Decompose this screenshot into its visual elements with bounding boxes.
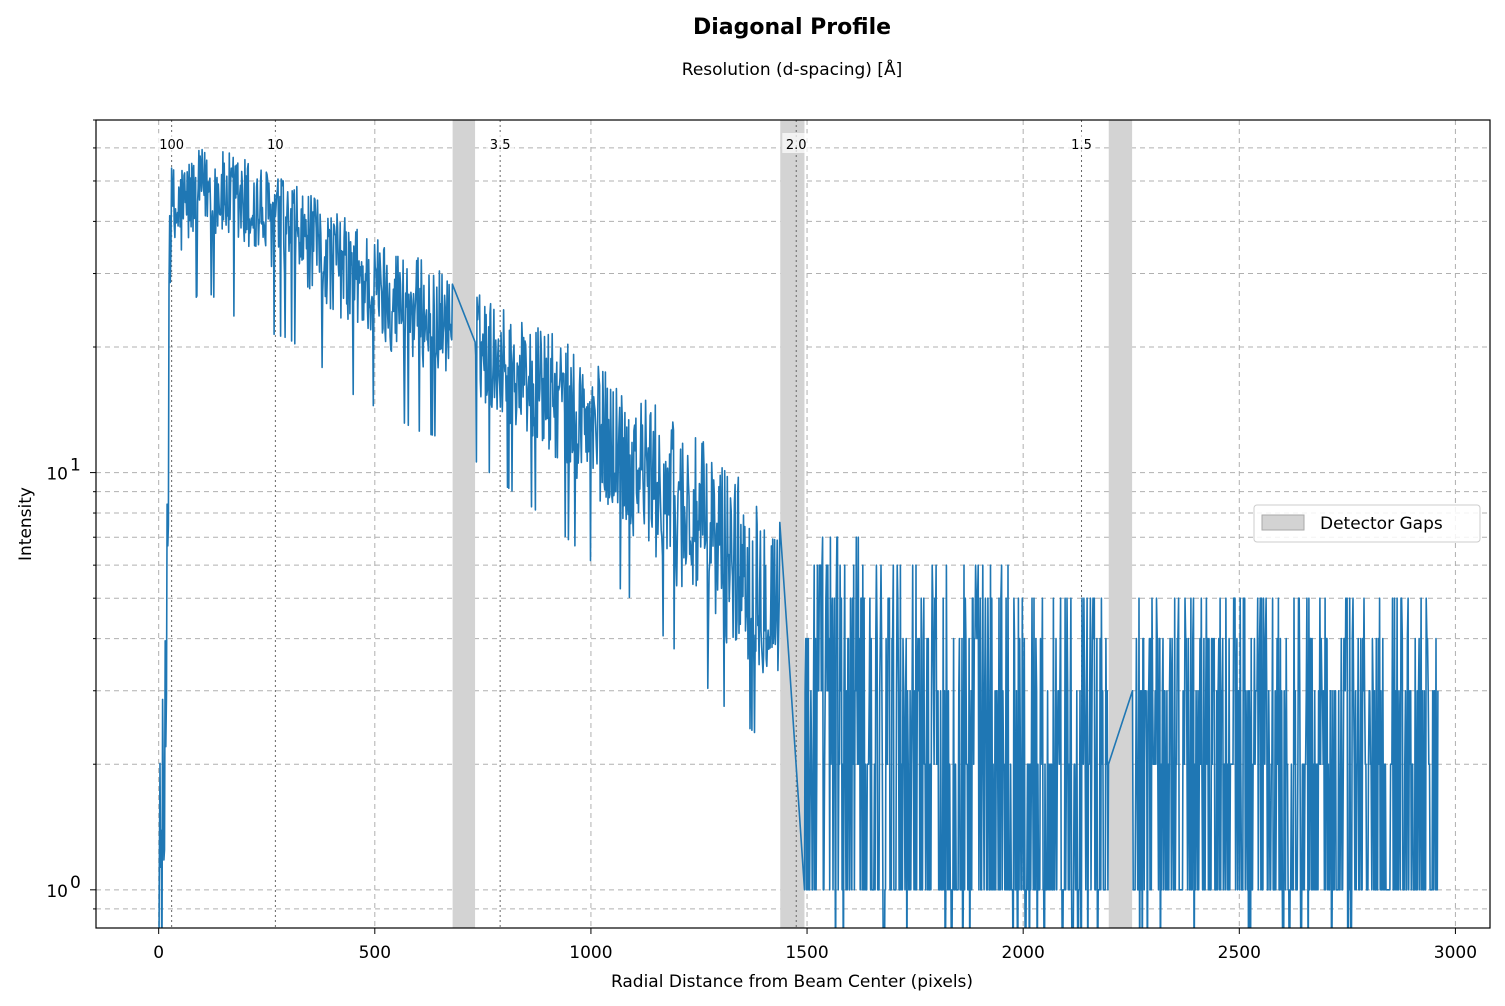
x-tick-label: 0 [153, 943, 164, 963]
x-tick-label: 1500 [785, 943, 828, 963]
x-tick-label: 3000 [1434, 943, 1477, 963]
resolution-marker-bg [782, 133, 811, 153]
legend-entry-detector-gaps: Detector Gaps [1320, 514, 1443, 534]
chart-title: Diagonal Profile [693, 15, 891, 40]
y-tick-label: 10 [46, 882, 68, 902]
resolution-marker-label: 1.5 [1071, 138, 1092, 153]
resolution-marker-label: 10 [267, 138, 284, 153]
y-axis-label: Intensity [16, 487, 36, 561]
x-axis-label: Radial Distance from Beam Center (pixels… [611, 972, 973, 992]
resolution-marker-label: 100 [159, 138, 184, 153]
y-tick-label: 10 [46, 465, 68, 485]
x-tick-label: 2000 [1002, 943, 1045, 963]
x-tick-label: 1000 [569, 943, 612, 963]
y-tick-exponent: 0 [70, 873, 81, 893]
legend-box [1253, 504, 1481, 543]
detector-gap-band [452, 120, 476, 928]
detector-gaps [452, 120, 1133, 928]
x-tick-label: 500 [359, 943, 391, 963]
resolution-marker-bg [486, 133, 515, 153]
legend-swatch [1261, 514, 1305, 531]
resolution-marker-bg [157, 133, 186, 153]
x-tick-label: 2500 [1218, 943, 1261, 963]
resolution-markers: 100 10 3.5 2.0 1.5 [157, 120, 1096, 928]
x-axis-ticks: 0 500 1000 1500 2000 2500 3000 [153, 928, 1477, 963]
series-layer [158, 148, 1439, 928]
detector-gap-band [780, 120, 805, 928]
resolution-marker-bg [1067, 133, 1096, 153]
intensity-series-line [158, 148, 1439, 928]
resolution-marker-label: 2.0 [786, 138, 807, 153]
detector-gap-band [1108, 120, 1133, 928]
legend: Detector Gaps [1253, 504, 1481, 543]
y-tick-exponent: 1 [70, 456, 81, 476]
chart-subtitle: Resolution (d-spacing) [Å] [682, 58, 902, 80]
resolution-marker-bg [261, 133, 290, 153]
plot-frame [95, 119, 1491, 929]
resolution-marker-label: 3.5 [490, 138, 511, 153]
